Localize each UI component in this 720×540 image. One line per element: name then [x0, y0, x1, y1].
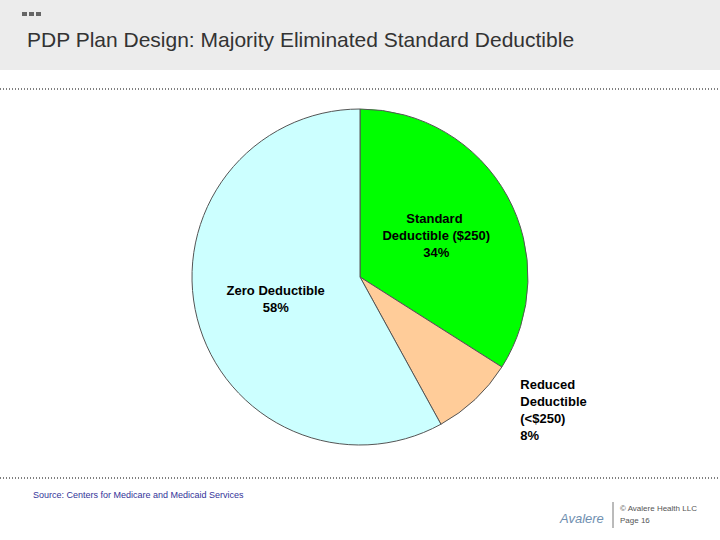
svg-text:Zero Deductible: Zero Deductible: [227, 283, 325, 298]
svg-text:Avalere: Avalere: [559, 511, 604, 526]
svg-text:34%: 34%: [423, 245, 449, 260]
svg-text:Deductible ($250): Deductible ($250): [382, 228, 490, 243]
svg-text:Reduced: Reduced: [520, 377, 579, 392]
svg-text:PDP Plan Design: Majority Elim: PDP Plan Design: Majority Eliminated Sta…: [27, 28, 574, 51]
svg-text:Source: Centers for Medicare a: Source: Centers for Medicare and Medicai…: [33, 490, 244, 500]
svg-text:Standard: Standard: [406, 211, 466, 226]
svg-text:(<$250): (<$250): [520, 411, 565, 426]
svg-text:© Avalere Health LLC: © Avalere Health LLC: [620, 504, 697, 513]
svg-text:Deductible: Deductible: [520, 394, 590, 409]
svg-text:Page 16: Page 16: [620, 516, 650, 525]
svg-text:58%: 58%: [263, 300, 289, 315]
svg-text:8%: 8%: [520, 428, 539, 443]
